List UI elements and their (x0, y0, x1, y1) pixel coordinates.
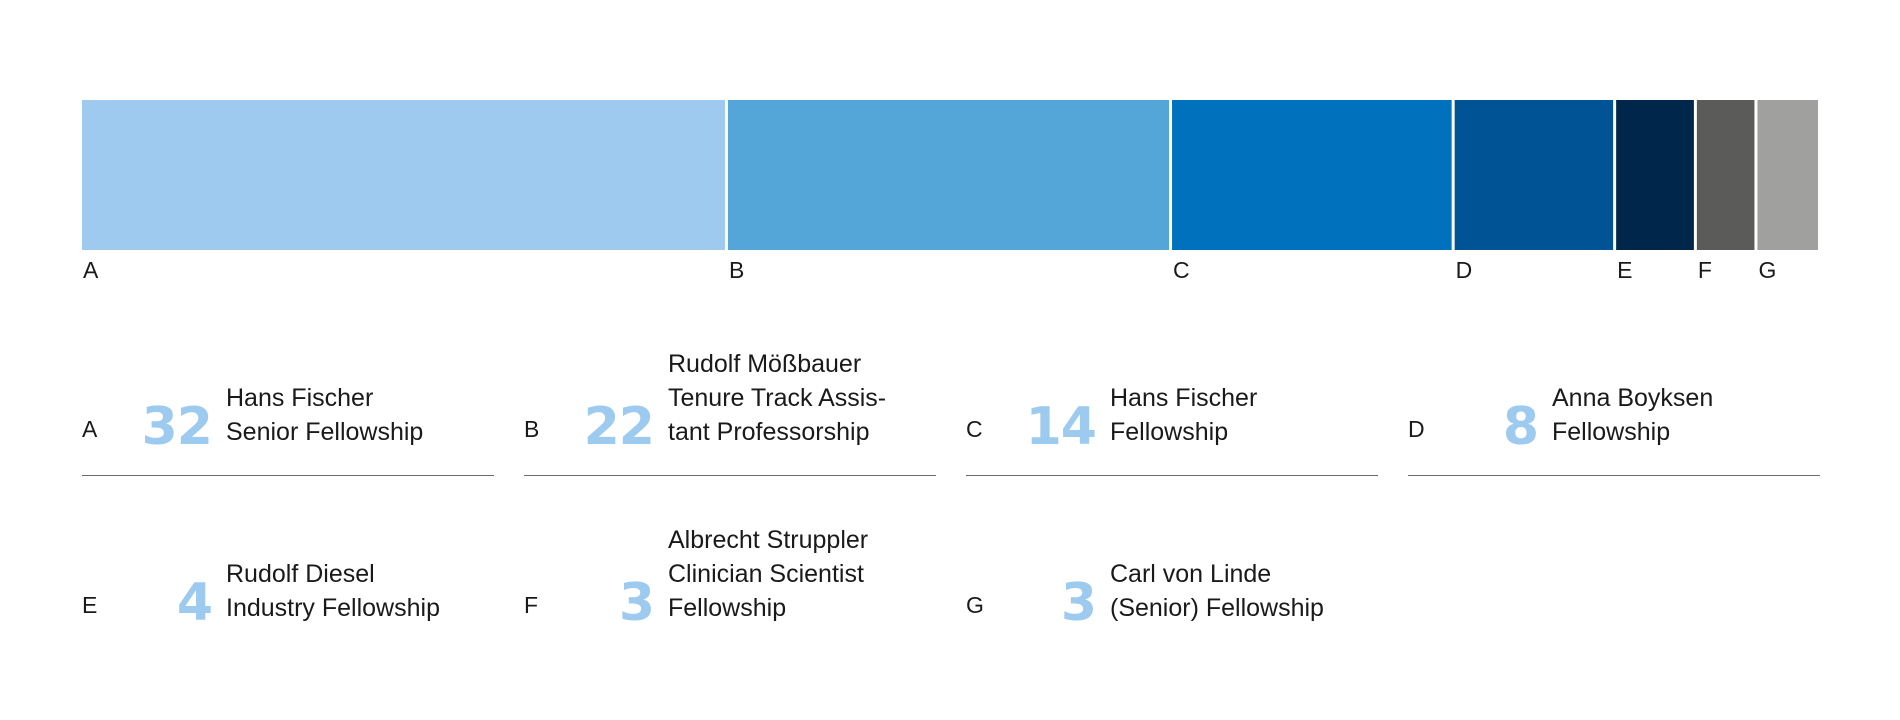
legend-label: Anna Boyksen Fellowship (1552, 384, 1714, 446)
bar-label-c: C (1173, 257, 1190, 283)
legend-value: 3 (1060, 573, 1097, 633)
bar-segment-a (82, 100, 725, 250)
bar-label-g: G (1758, 257, 1776, 283)
legend-letter: A (82, 416, 98, 442)
legend-item-d: D 8 Anna Boyksen Fellowship (1408, 350, 1820, 476)
legend-value: 3 (618, 573, 655, 633)
legend-letter: B (524, 416, 540, 442)
legend-label: Hans Fischer Senior Fellowship (226, 384, 424, 446)
legend-letter: D (1408, 416, 1425, 442)
bar-segment-b (727, 100, 1170, 250)
legend-value: 8 (1502, 397, 1539, 457)
legend-label: Rudolf Diesel Industry Fellowship (226, 560, 440, 622)
bar-segment-d (1454, 100, 1614, 250)
legend-item-b: B 22 Rudolf Mößbauer Tenure Track Assis-… (524, 350, 936, 476)
bar-label-d: D (1456, 257, 1473, 283)
legend-value: 32 (141, 397, 213, 457)
stacked-bar-chart: A B C D E F G (82, 100, 1818, 283)
legend-item-a: A 32 Hans Fischer Senior Fellowship (82, 350, 494, 476)
legend-value: 4 (176, 573, 213, 633)
legend-item-g: G 3 Carl von Linde (Senior) Fellowship (966, 475, 1378, 629)
bar-label-a: A (83, 257, 99, 283)
legend-letter: F (524, 592, 539, 618)
legend-item-c: C 14 Hans Fischer Fellowship (966, 350, 1378, 476)
legend: A 32 Hans Fischer Senior Fellowship B 22… (82, 350, 1822, 629)
legend-label: Hans Fischer Fellowship (1110, 384, 1258, 446)
legend-item-f: F 3 Albrecht Struppler Clinician Scienti… (524, 475, 936, 629)
bar-label-f: F (1698, 257, 1712, 283)
legend-value: 22 (583, 397, 655, 457)
bar-segment-c (1172, 100, 1452, 250)
legend-label: Carl von Linde (Senior) Fellowship (1110, 560, 1324, 622)
legend-letter: E (82, 592, 98, 618)
legend-label: Albrecht Struppler Clinician Scientist F… (668, 526, 869, 622)
legend-letter: G (966, 592, 984, 618)
bar-segment-f (1696, 100, 1755, 250)
legend-value: 14 (1025, 397, 1097, 457)
bar-label-b: B (729, 257, 744, 283)
legend-letter: C (966, 416, 983, 442)
bar-segment-e (1616, 100, 1694, 250)
bar-label-e: E (1617, 257, 1632, 283)
legend-item-e: E 4 Rudolf Diesel Industry Fellowship (82, 475, 494, 629)
legend-label: Rudolf Mößbauer Tenure Track Assis- tant… (668, 350, 887, 446)
bar-segment-g (1757, 100, 1818, 250)
